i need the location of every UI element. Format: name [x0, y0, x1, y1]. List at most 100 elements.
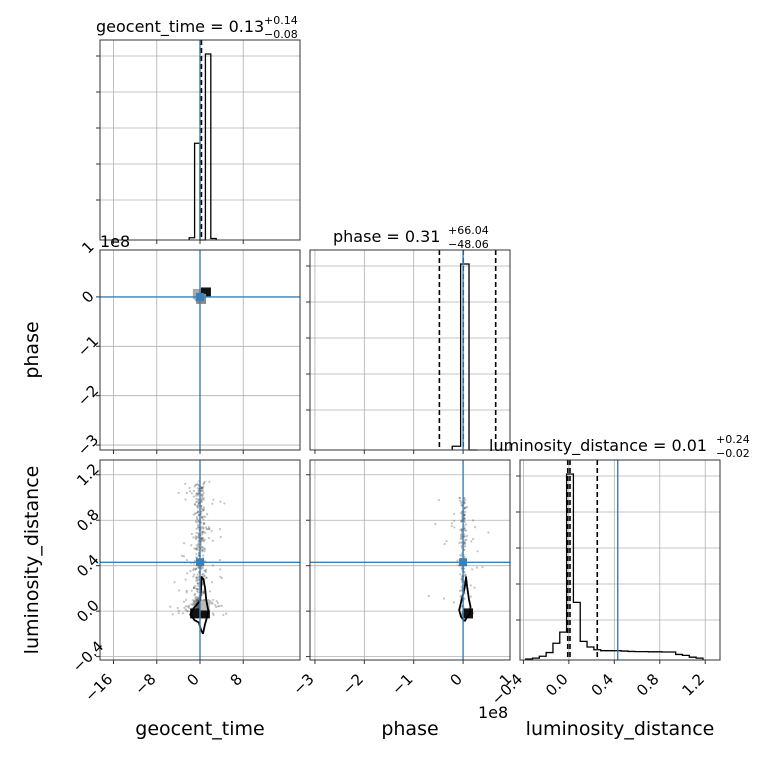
- sample-point: [463, 520, 466, 524]
- sample-point: [190, 603, 193, 606]
- sample-point: [196, 604, 199, 608]
- sample-point: [458, 541, 461, 544]
- sample-point: [192, 562, 195, 565]
- sample-point: [196, 506, 200, 509]
- sample-point: [197, 584, 200, 588]
- sample-point: [193, 602, 196, 605]
- sample-point: [460, 586, 463, 589]
- histogram-luminosity-distance: [525, 473, 704, 660]
- sample-point: [217, 605, 220, 608]
- sample-point: [465, 534, 468, 538]
- sample-point: [209, 602, 212, 605]
- sample-point: [212, 498, 215, 501]
- sample-point: [201, 546, 204, 549]
- sample-point: [202, 482, 205, 486]
- panel-border: [309, 459, 511, 661]
- sample-point: [456, 559, 459, 562]
- sample-point: [195, 535, 198, 538]
- sample-point: [185, 491, 188, 495]
- sample-point: [200, 531, 204, 534]
- truth-marker: [196, 558, 204, 567]
- sample-point: [200, 568, 203, 571]
- sample-point: [196, 606, 199, 609]
- sample-point: [460, 544, 463, 548]
- sample-point: [196, 511, 199, 514]
- sample-point: [192, 586, 196, 589]
- sample-point: [201, 490, 205, 493]
- sample-point: [195, 578, 198, 581]
- sample-point: [194, 567, 198, 571]
- sample-point: [195, 579, 198, 582]
- sample-point: [218, 558, 221, 562]
- sample-point: [200, 537, 204, 540]
- sample-point: [205, 528, 208, 531]
- sample-point: [445, 540, 448, 543]
- xlabel-geocent-time: geocent_time: [135, 718, 264, 740]
- sample-point: [201, 494, 204, 497]
- sample-point: [200, 537, 203, 541]
- sample-point: [194, 483, 197, 487]
- sample-point: [207, 526, 211, 529]
- sample-point: [201, 550, 204, 553]
- sample-point: [196, 573, 199, 576]
- sample-point: [460, 566, 463, 570]
- sample-point: [195, 521, 198, 524]
- sample-point: [472, 538, 475, 541]
- sample-point: [197, 492, 200, 495]
- sample-point: [191, 604, 194, 607]
- sample-point: [481, 566, 484, 569]
- sample-point: [194, 567, 198, 570]
- sample-point: [196, 494, 200, 497]
- panel-luminosity-distance-vs-luminosity-distance: [516, 459, 721, 664]
- sample-point: [202, 575, 206, 578]
- sample-point: [195, 596, 198, 599]
- sample-point: [202, 572, 205, 576]
- sample-point: [186, 605, 190, 608]
- title-luminosity-distance-plus: +0.24: [716, 433, 750, 446]
- sample-point: [200, 494, 203, 497]
- sample-point: [200, 506, 203, 510]
- title-phase-plus: +66.04: [448, 224, 489, 237]
- sample-point: [464, 529, 468, 532]
- sample-point: [188, 490, 192, 493]
- sample-point: [197, 504, 200, 508]
- sample-point: [210, 530, 213, 533]
- sample-point: [463, 597, 466, 600]
- sample-point: [202, 536, 205, 540]
- sample-point: [463, 542, 466, 545]
- sample-point: [192, 495, 195, 498]
- offset-label-phase-x: 1e8: [478, 703, 508, 722]
- sample-point: [460, 536, 463, 539]
- sample-point: [195, 483, 198, 486]
- sample-point: [211, 502, 214, 505]
- sample-point: [195, 598, 199, 601]
- sample-point: [212, 598, 215, 601]
- sample-point: [192, 586, 195, 590]
- sample-point: [202, 481, 206, 485]
- sample-point: [202, 498, 205, 501]
- sample-point: [173, 581, 176, 584]
- sample-point: [197, 498, 200, 501]
- sample-point: [197, 520, 200, 523]
- sample-point: [196, 582, 200, 585]
- sample-point: [204, 569, 207, 572]
- sample-point: [459, 528, 462, 531]
- ylabel-phase: phase: [21, 321, 43, 378]
- sample-point: [197, 605, 200, 608]
- sample-point: [460, 541, 463, 544]
- sample-point: [194, 568, 197, 571]
- density-block-2: [199, 600, 210, 611]
- sample-point: [463, 555, 466, 559]
- sample-point: [197, 606, 200, 609]
- title-geocent-time-plus: +0.14: [264, 14, 298, 27]
- sample-point: [180, 554, 184, 557]
- sample-point: [190, 492, 193, 495]
- sample-point: [192, 601, 195, 604]
- title-geocent-time-minus: −0.08: [264, 28, 298, 41]
- sample-point: [186, 572, 189, 575]
- sample-point: [197, 532, 200, 535]
- sample-point: [193, 599, 196, 602]
- sample-point: [465, 506, 469, 509]
- sample-point: [192, 575, 195, 578]
- sample-point: [201, 566, 205, 569]
